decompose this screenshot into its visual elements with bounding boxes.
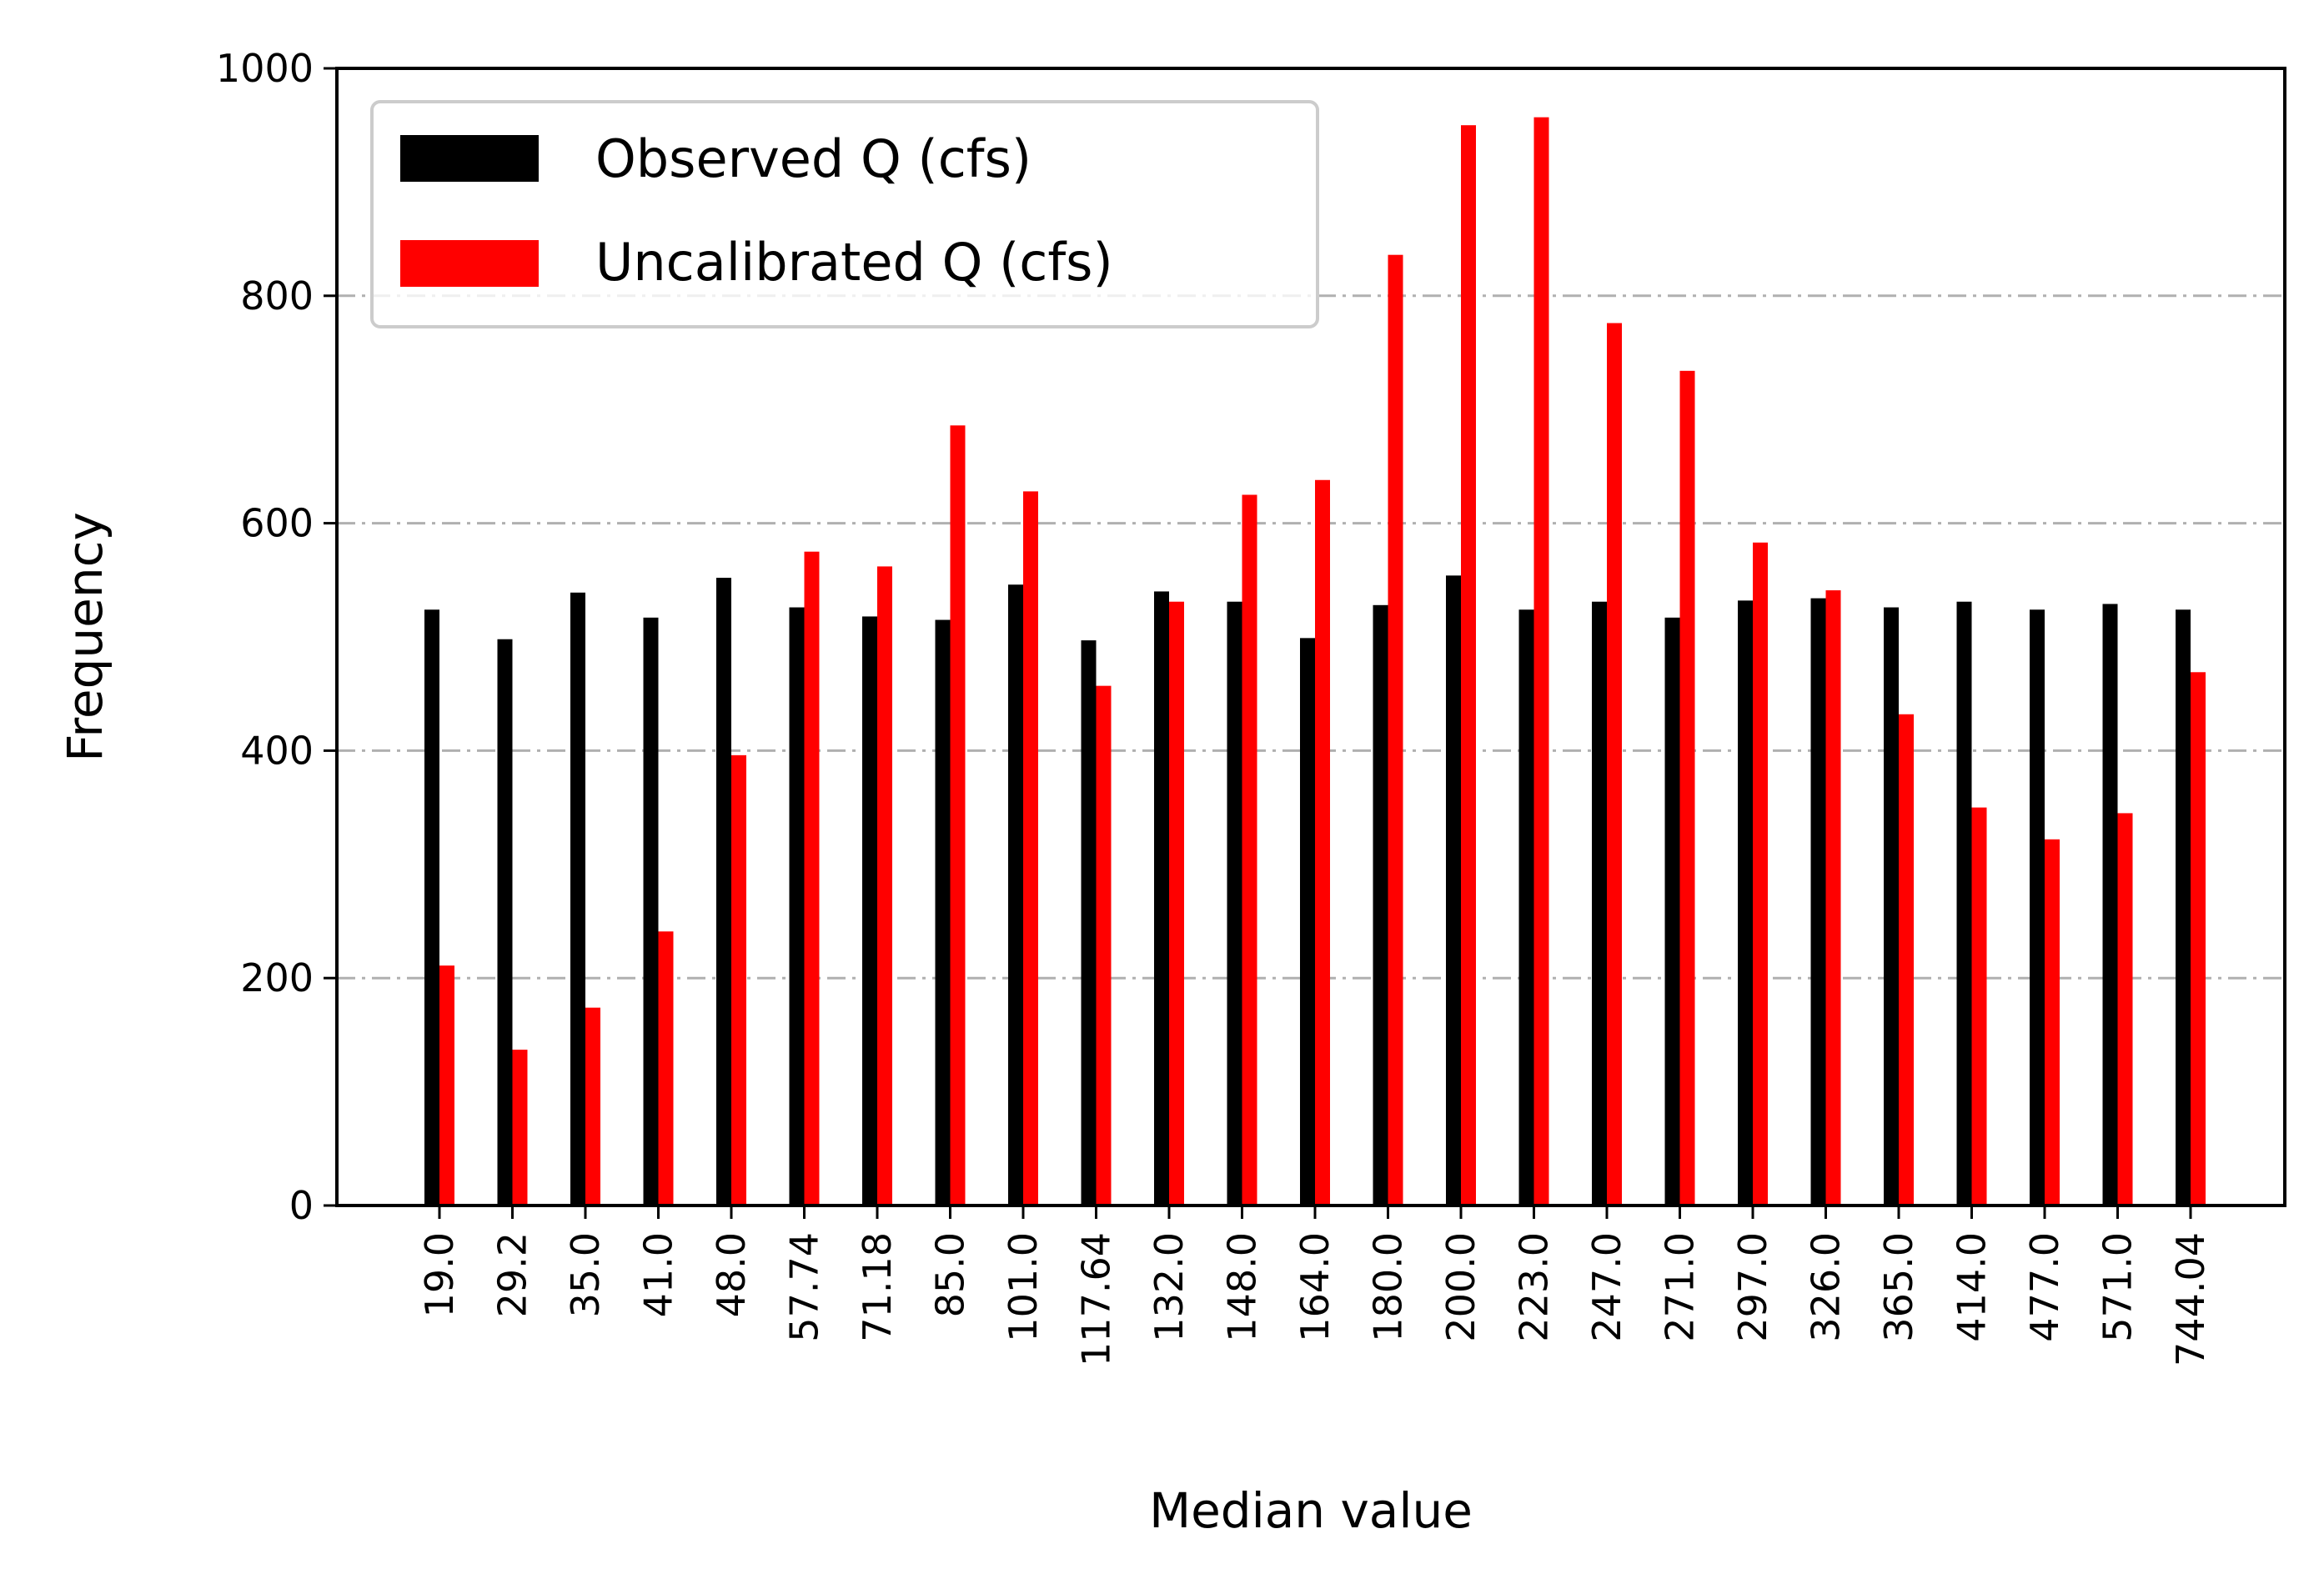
legend-swatch-uncalibrated [400,240,539,287]
bar-uncalibrated [585,1007,600,1206]
bar-uncalibrated [1825,590,1841,1206]
x-tick-label: 223.0 [1512,1232,1557,1342]
bar-uncalibrated [1533,117,1549,1206]
bar-observed [1664,617,1680,1206]
bar-observed [1227,601,1242,1206]
bar-observed [1956,601,1972,1206]
y-axis-title: Frequency [57,512,113,762]
x-tick-label: 271.0 [1658,1232,1703,1342]
y-axis: 0 200 400 600 800 1000 [216,46,337,1228]
y-tick-label: 600 [240,501,314,546]
x-tick-label: 744.04 [2168,1232,2213,1366]
x-tick-label: 200.0 [1438,1232,1483,1342]
x-tick-label: 48.0 [709,1232,754,1317]
bar-observed [1738,600,1753,1206]
bar-observed [1884,607,1899,1206]
bar-uncalibrated [1607,323,1622,1206]
y-tick-label: 800 [240,273,314,318]
plot-frame [335,67,2286,1207]
bar-uncalibrated [1242,494,1257,1206]
x-axis-title: Median value [1149,1482,1473,1539]
bar-uncalibrated [1169,601,1184,1206]
bar-observed [570,592,585,1206]
bar-uncalibrated [1753,542,1768,1206]
legend-label-observed: Observed Q (cfs) [595,128,1031,189]
bar-observed [2030,609,2045,1206]
y-tick-label: 400 [240,728,314,773]
x-axis: 19.0 29.2 35.0 41.0 48.0 57.74 71.18 85.0 101.0 1… [417,1206,2213,1366]
x-tick-label: 29.2 [490,1232,535,1317]
x-tick-label: 19.0 [417,1232,462,1317]
bar-observed [1081,640,1097,1206]
x-tick-label: 297.0 [1730,1232,1775,1342]
x-tick-label: 477.0 [2022,1232,2067,1342]
bar-observed [1373,604,1388,1206]
bar-uncalibrated [439,965,454,1206]
bar-uncalibrated [1899,714,1914,1206]
x-tick-label: 148.0 [1220,1232,1265,1342]
bar-uncalibrated [877,566,892,1206]
legend: Observed Q (cfs) Uncalibrated Q (cfs) [370,100,1319,328]
bar-observed [1300,638,1315,1206]
bar-observed [716,578,731,1206]
y-tick-label: 200 [240,955,314,1000]
bars [424,117,2206,1206]
bar-observed [1592,601,1607,1206]
x-tick-label: 71.18 [855,1232,900,1342]
bar-observed [497,639,513,1206]
y-tick-label: 0 [289,1183,314,1228]
bar-observed [1810,598,1826,1206]
legend-label-uncalibrated: Uncalibrated Q (cfs) [595,232,1113,293]
x-tick-label: 247.0 [1584,1232,1629,1342]
x-tick-label: 571.0 [2096,1232,2141,1342]
y-tick-label: 1000 [216,46,314,91]
x-tick-label: 326.0 [1804,1232,1849,1342]
bar-observed [935,619,951,1206]
bar-observed [1446,575,1461,1206]
x-tick-label: 35.0 [563,1232,608,1317]
bar-uncalibrated [1023,491,1038,1206]
bar-uncalibrated [1971,807,1987,1206]
bar-uncalibrated [1679,370,1695,1206]
legend-box [370,100,1319,328]
bar-uncalibrated [1096,685,1112,1206]
x-tick-label: 164.0 [1293,1232,1338,1342]
x-tick-label: 132.0 [1147,1232,1192,1342]
bar-uncalibrated [2191,672,2206,1206]
bar-uncalibrated [1461,125,1476,1206]
bar-observed [1008,584,1023,1206]
x-tick-label: 414.0 [1950,1232,1995,1342]
bar-uncalibrated [658,931,674,1206]
x-tick-label: 101.0 [1001,1232,1046,1342]
x-tick-label: 41.0 [636,1232,681,1317]
x-tick-label: 180.0 [1366,1232,1411,1342]
bar-observed [2102,604,2118,1206]
bar-uncalibrated [731,754,746,1206]
bar-observed [789,607,805,1206]
legend-swatch-observed [400,135,539,182]
bar-observed [862,616,877,1206]
bar-observed [2176,609,2191,1206]
bar-uncalibrated [1388,254,1403,1206]
x-tick-label: 85.0 [928,1232,973,1317]
bar-observed [424,609,439,1206]
x-tick-label: 57.74 [782,1232,827,1342]
x-tick-label: 117.64 [1074,1232,1119,1366]
bar-uncalibrated [2045,839,2060,1206]
bar-uncalibrated [2117,813,2133,1206]
bar-uncalibrated [1315,479,1330,1206]
x-tick-label: 365.0 [1876,1232,1921,1342]
bar-observed [1518,609,1534,1206]
bar-uncalibrated [804,551,820,1206]
bar-observed [643,617,659,1206]
bar-observed [1154,591,1169,1206]
bar-uncalibrated [512,1050,528,1206]
bar-uncalibrated [950,425,966,1206]
